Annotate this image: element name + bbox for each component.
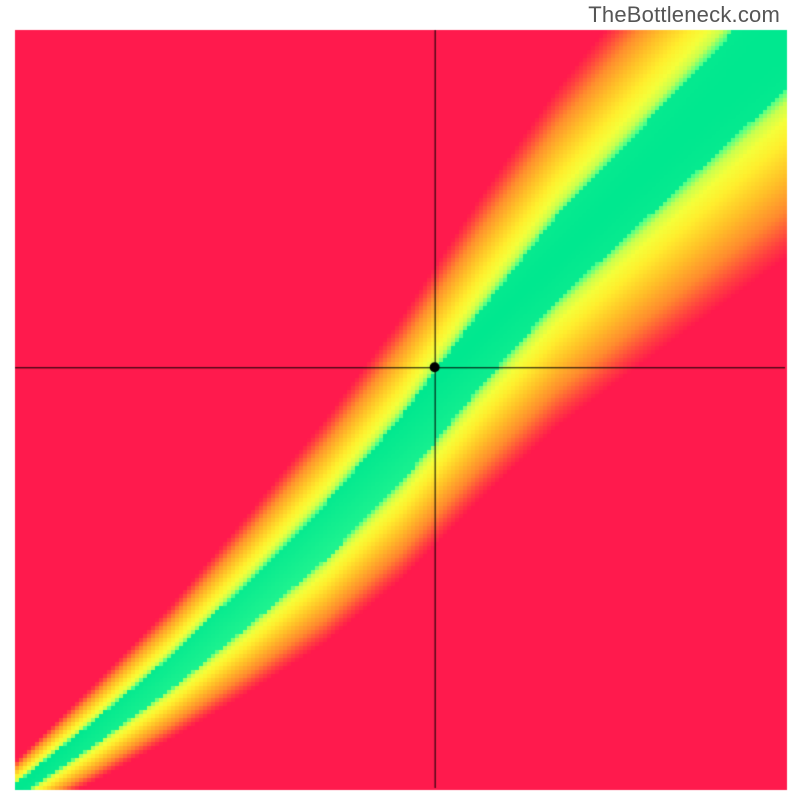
- bottleneck-heatmap: [0, 0, 800, 800]
- source-attribution: TheBottleneck.com: [588, 2, 780, 28]
